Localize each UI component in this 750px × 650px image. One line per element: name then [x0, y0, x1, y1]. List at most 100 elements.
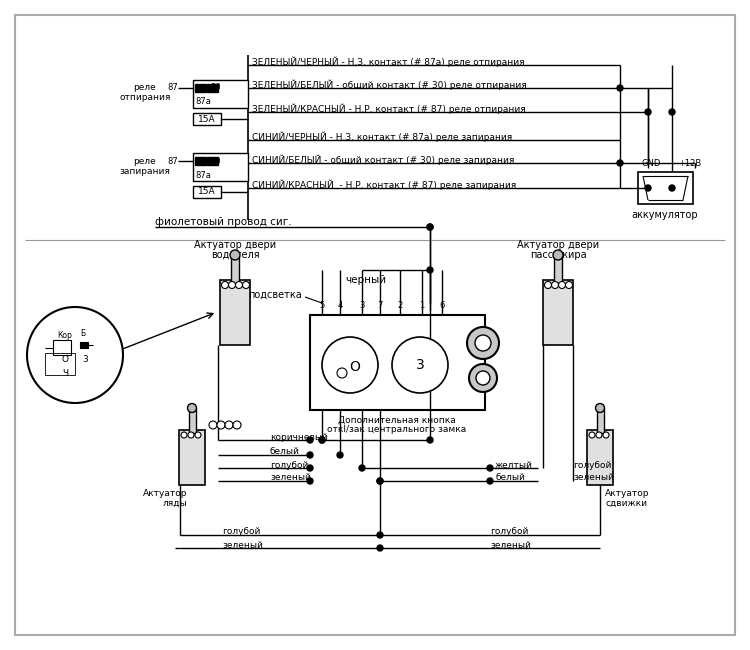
- Text: желтый: желтый: [495, 460, 532, 469]
- Circle shape: [195, 432, 201, 438]
- Text: 3: 3: [359, 301, 364, 310]
- Text: 15А: 15А: [198, 114, 216, 124]
- Circle shape: [551, 281, 559, 289]
- Circle shape: [230, 250, 240, 260]
- Circle shape: [427, 224, 433, 230]
- Circle shape: [487, 478, 493, 484]
- Bar: [45, 353, 75, 375]
- Circle shape: [596, 404, 604, 413]
- Bar: [543, 280, 573, 345]
- Bar: [207, 84, 218, 92]
- Text: фиолетовый провод сиг.: фиолетовый провод сиг.: [155, 217, 292, 227]
- Circle shape: [319, 437, 325, 443]
- Text: запирания: запирания: [119, 166, 170, 176]
- Circle shape: [553, 250, 563, 260]
- Circle shape: [469, 364, 497, 392]
- Text: 87: 87: [167, 157, 178, 166]
- Circle shape: [603, 432, 609, 438]
- Text: аккумулятор: аккумулятор: [632, 210, 698, 220]
- Text: Актуатор двери: Актуатор двери: [517, 240, 599, 250]
- Text: зеленый: зеленый: [222, 541, 262, 549]
- Bar: [195, 84, 206, 92]
- Bar: [179, 430, 205, 485]
- Circle shape: [392, 337, 448, 393]
- Text: 15А: 15А: [198, 187, 216, 196]
- Bar: [597, 408, 604, 433]
- Circle shape: [476, 371, 490, 385]
- Text: голубой: голубой: [573, 460, 611, 469]
- Text: подсветка: подсветка: [248, 290, 302, 300]
- Circle shape: [181, 432, 187, 438]
- Text: СИНИЙ/ЧЕРНЫЙ - Н.З. контакт (# 87а) реле запирания: СИНИЙ/ЧЕРНЫЙ - Н.З. контакт (# 87а) реле…: [252, 132, 512, 142]
- Text: пассажира: пассажира: [530, 250, 586, 260]
- Text: откl/зак центрального замка: откl/зак центрального замка: [327, 426, 466, 434]
- Bar: [195, 157, 206, 165]
- Text: 5: 5: [320, 301, 325, 310]
- Circle shape: [596, 432, 602, 438]
- Circle shape: [307, 465, 313, 471]
- Circle shape: [427, 267, 433, 273]
- Text: коричневый: коричневый: [270, 432, 328, 441]
- Circle shape: [322, 337, 378, 393]
- Circle shape: [188, 432, 194, 438]
- Text: 1: 1: [419, 301, 424, 310]
- Circle shape: [221, 281, 229, 289]
- Text: Б: Б: [80, 328, 85, 337]
- Text: отпирания: отпирания: [119, 94, 171, 103]
- Text: 6: 6: [440, 301, 445, 310]
- Circle shape: [337, 452, 343, 458]
- Circle shape: [645, 109, 651, 115]
- Text: +12В: +12В: [678, 159, 701, 168]
- Text: 87: 87: [167, 83, 178, 92]
- Text: ЗЕЛЕНЫЙ/КРАСНЫЙ - Н.Р. контакт (# 87) реле отпирания: ЗЕЛЕНЫЙ/КРАСНЫЙ - Н.Р. контакт (# 87) ре…: [252, 104, 526, 114]
- Circle shape: [307, 478, 313, 484]
- Bar: [220, 280, 250, 345]
- Circle shape: [559, 281, 566, 289]
- Text: О: О: [62, 356, 68, 365]
- Text: зеленый: зеленый: [490, 541, 531, 549]
- Circle shape: [645, 185, 651, 191]
- Text: ляды: ляды: [162, 499, 187, 508]
- Text: Дополнительная кнопка: Дополнительная кнопка: [338, 415, 456, 424]
- Text: голубой: голубой: [222, 528, 260, 536]
- Text: черный: черный: [345, 275, 386, 285]
- Circle shape: [188, 404, 196, 413]
- Text: ЗЕЛЕНЫЙ/ЧЕРНЫЙ - Н.З. контакт (# 87а) реле отпирания: ЗЕЛЕНЫЙ/ЧЕРНЫЙ - Н.З. контакт (# 87а) ре…: [252, 57, 525, 67]
- Text: реле: реле: [134, 157, 156, 166]
- Circle shape: [27, 307, 123, 403]
- Bar: [193, 80, 248, 108]
- Bar: [231, 255, 239, 283]
- Circle shape: [617, 85, 623, 91]
- Circle shape: [307, 452, 313, 458]
- Circle shape: [427, 437, 433, 443]
- Text: 2: 2: [398, 301, 403, 310]
- Text: сдвижки: сдвижки: [605, 499, 647, 508]
- Circle shape: [236, 281, 242, 289]
- Text: 3: 3: [82, 356, 88, 365]
- Circle shape: [377, 532, 383, 538]
- Text: 7: 7: [377, 301, 382, 310]
- Circle shape: [467, 327, 499, 359]
- Text: белый: белый: [270, 447, 300, 456]
- Circle shape: [229, 281, 236, 289]
- Text: GND: GND: [642, 159, 662, 168]
- Bar: [193, 186, 221, 198]
- Bar: [193, 153, 248, 181]
- Text: зеленый: зеленый: [270, 473, 310, 482]
- Text: 30: 30: [210, 83, 220, 92]
- Circle shape: [209, 421, 217, 429]
- Circle shape: [617, 160, 623, 166]
- Text: Актуатор: Актуатор: [605, 489, 650, 497]
- Bar: [207, 157, 218, 165]
- Circle shape: [337, 368, 347, 378]
- Circle shape: [544, 281, 551, 289]
- Circle shape: [427, 224, 433, 230]
- Text: голубой: голубой: [490, 528, 528, 536]
- Circle shape: [669, 109, 675, 115]
- Bar: [310, 315, 485, 410]
- Text: Ч: Ч: [62, 369, 68, 378]
- Circle shape: [589, 432, 595, 438]
- Circle shape: [319, 437, 325, 443]
- Bar: [587, 430, 613, 485]
- Text: белый: белый: [495, 473, 525, 482]
